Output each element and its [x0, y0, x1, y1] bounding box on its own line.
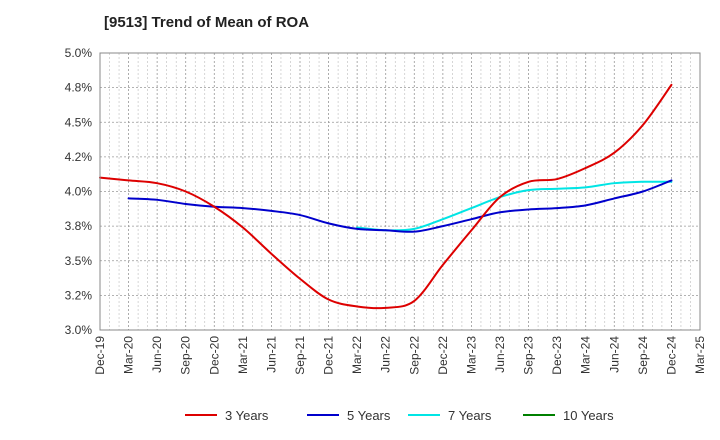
y-tick-label: 3.5% — [65, 254, 93, 268]
y-tick-label: 4.2% — [65, 150, 93, 164]
x-tick-label: Dec-21 — [322, 336, 336, 375]
x-tick-label: Dec-24 — [664, 336, 678, 375]
x-tick-label: Sep-21 — [293, 336, 307, 375]
plot-border — [99, 52, 701, 331]
x-tick-label: Dec-22 — [436, 336, 450, 375]
y-tick-label: 4.0% — [65, 185, 93, 199]
legend-label-3-years: 3 Years — [225, 408, 269, 423]
x-tick-label: Dec-23 — [550, 336, 564, 375]
x-tick-label: Sep-20 — [179, 336, 193, 375]
x-tick-label: Mar-20 — [122, 336, 136, 374]
x-tick-label: Sep-24 — [636, 336, 650, 375]
x-tick-label: Jun-24 — [607, 336, 621, 373]
y-tick-label: 3.8% — [65, 219, 93, 233]
legend: 3 Years 5 Years 7 Years 10 Years — [185, 408, 614, 423]
x-tick-label: Jun-21 — [264, 336, 278, 373]
legend-label-5-years: 5 Years — [347, 408, 391, 423]
x-axis-ticks: Dec-19 Mar-20 Jun-20 Sep-20 Dec-20 Mar-21 Jun-… — [93, 336, 707, 375]
y-tick-label: 5.0% — [65, 46, 93, 60]
x-tick-label: Sep-22 — [407, 336, 421, 375]
x-tick-label: Sep-23 — [522, 336, 536, 375]
x-tick-label: Mar-23 — [464, 336, 478, 374]
y-tick-label: 4.5% — [65, 115, 93, 129]
y-tick-label: 4.8% — [65, 81, 93, 95]
series-lines — [99, 83, 673, 310]
x-tick-label: Jun-22 — [379, 336, 393, 373]
series-line-3-years — [99, 83, 673, 310]
legend-label-7-years: 7 Years — [448, 408, 492, 423]
y-tick-label: 3.0% — [65, 323, 93, 337]
x-tick-label: Jun-20 — [150, 336, 164, 373]
x-tick-label: Dec-19 — [93, 336, 107, 375]
x-tick-label: Mar-24 — [579, 336, 593, 374]
series-line-5-years — [127, 179, 673, 233]
x-tick-label: Jun-23 — [493, 336, 507, 373]
series-line-7-years — [356, 180, 673, 232]
y-tick-label: 3.2% — [65, 288, 93, 302]
x-tick-label: Mar-22 — [350, 336, 364, 374]
x-tick-label: Mar-21 — [236, 336, 250, 374]
x-tick-label: Dec-20 — [207, 336, 221, 375]
y-axis-ticks: 3.0% 3.2% 3.5% 3.8% 4.0% 4.2% 4.5% 4.8% 5.0% — [65, 46, 93, 337]
chart-title: [9513] Trend of Mean of ROA — [104, 14, 310, 31]
legend-label-10-years: 10 Years — [563, 408, 614, 423]
x-tick-label: Mar-25 — [693, 336, 707, 374]
